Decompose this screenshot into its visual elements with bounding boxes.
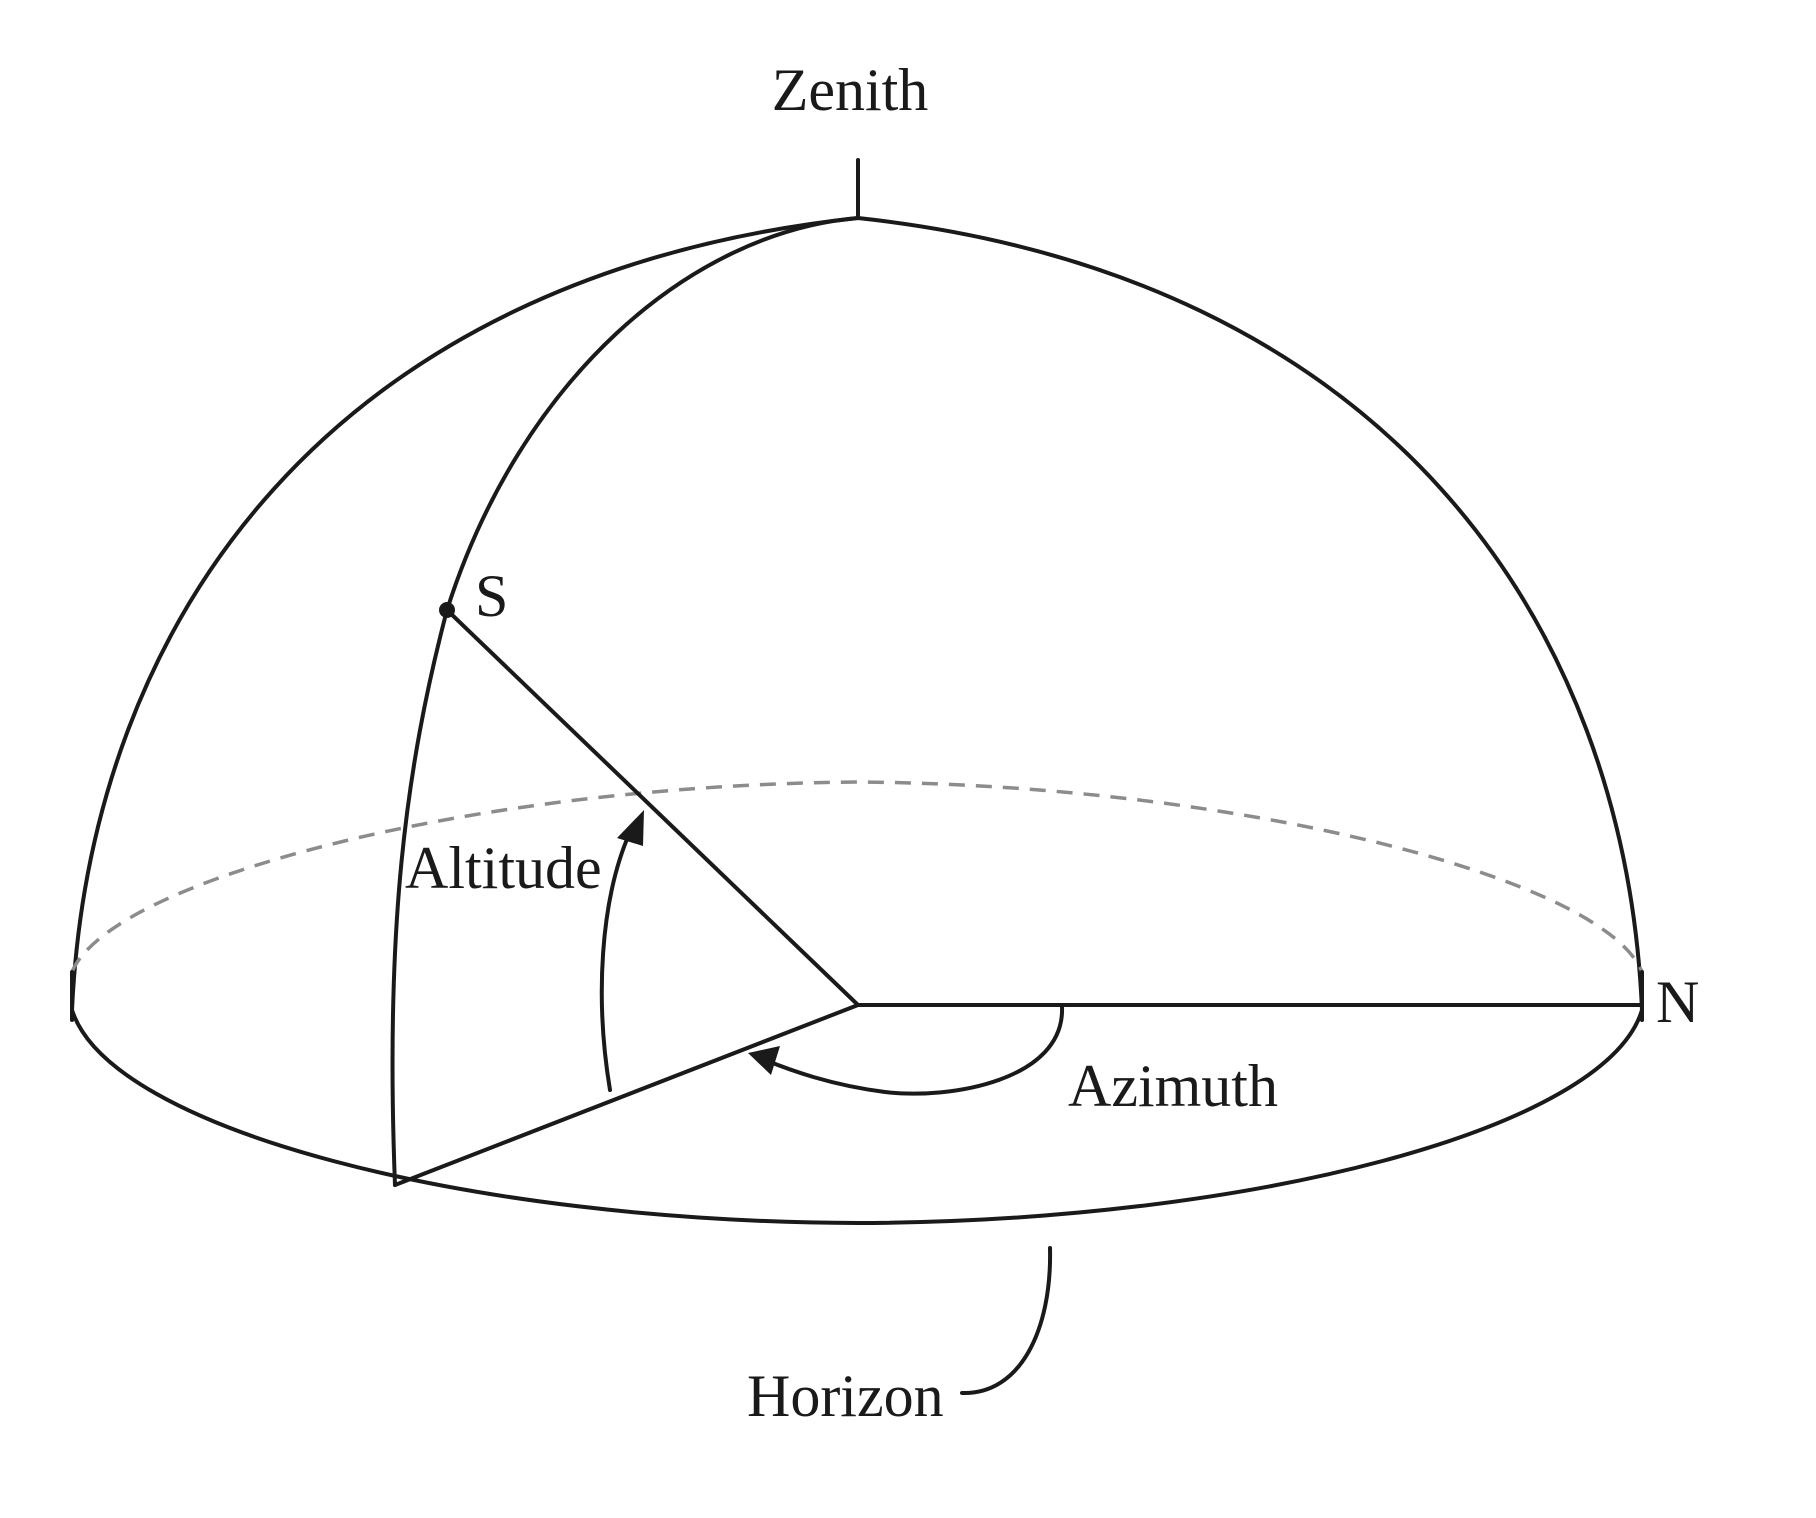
star-sight-line [445,608,860,1007]
vertical-circle-lower [390,608,449,1187]
star-point [439,602,455,618]
azimuth-arc [763,1005,1065,1096]
north-label: N [1656,969,1699,1035]
horizon-front-arc [70,1008,1644,1225]
star-label: S [475,563,508,629]
altitude-arc [599,830,632,1092]
altitude-label: Altitude [405,835,602,901]
vertical-circle-upper [445,216,860,612]
azimuth-arrowhead [748,1046,780,1075]
horizon-leader-line [960,1246,1053,1396]
horizon-back-arc [70,780,1644,973]
dome-outline [70,216,1644,1012]
azimuth-label: Azimuth [1068,1053,1278,1119]
horizon-label: Horizon [747,1363,944,1429]
star-foot-line [393,1003,860,1187]
altitude-arrowhead [617,810,644,846]
zenith-label: Zenith [772,57,929,123]
